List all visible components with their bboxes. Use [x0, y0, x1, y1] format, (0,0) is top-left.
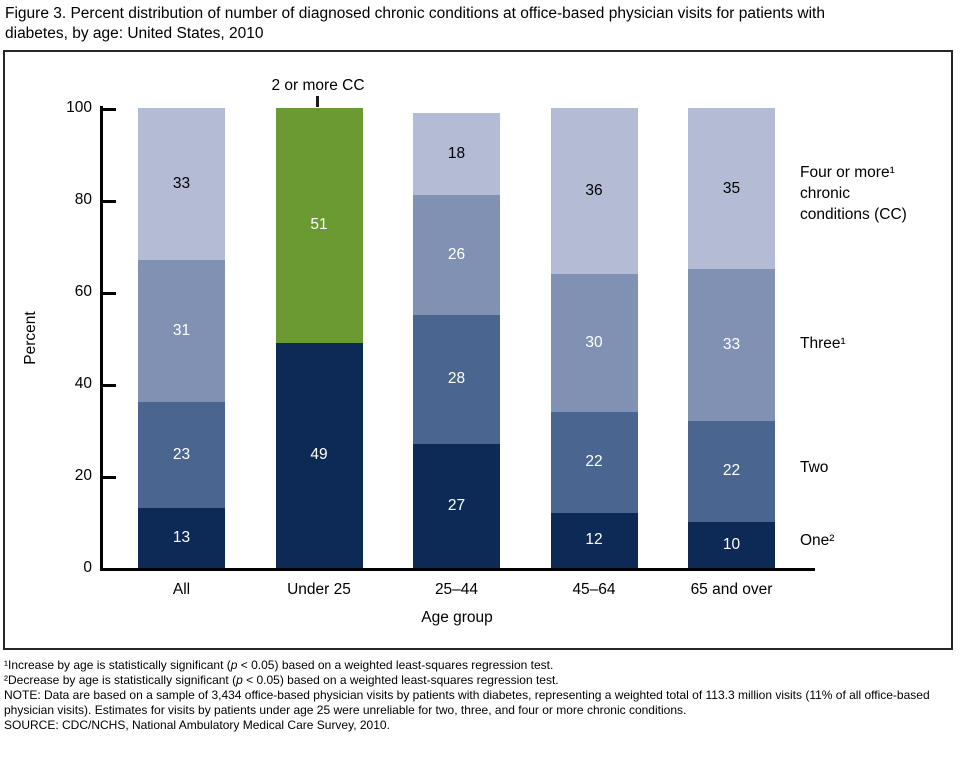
chart-frame [3, 50, 953, 650]
note-text: NOTE: Data are based on a sample of 3,43… [4, 688, 930, 717]
footnotes: ¹Increase by age is statistically signif… [4, 658, 930, 733]
source-text: SOURCE: CDC/NCHS, National Ambulatory Me… [4, 718, 390, 732]
footnote-2: ²Decrease by age is statistically signif… [4, 673, 559, 687]
footnote-1: ¹Increase by age is statistically signif… [4, 658, 554, 672]
figure-title: Figure 3. Percent distribution of number… [5, 5, 825, 42]
